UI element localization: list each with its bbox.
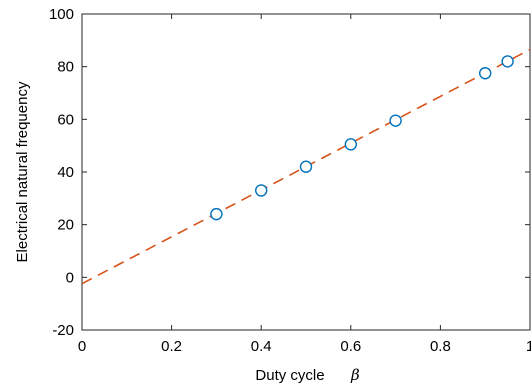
- y-axis-label: Electrical natural frequency: [14, 81, 31, 262]
- x-tick-label-0: 0: [78, 338, 86, 355]
- y-tick-label-4: 60: [57, 111, 74, 128]
- y-tick-label-1: 0: [66, 269, 74, 286]
- data-point-0: [210, 207, 223, 221]
- data-point-5: [479, 67, 492, 80]
- data-points-layer: [210, 55, 514, 221]
- y-tick-label-5: 80: [57, 59, 74, 76]
- data-point-6: [501, 55, 514, 68]
- x-axis-label-symbol: β: [350, 366, 360, 384]
- y-tick-label-2: 20: [57, 217, 74, 234]
- x-tick-label-2: 0.4: [251, 338, 272, 355]
- data-point-3: [344, 138, 357, 151]
- x-tick-label-5: 1: [526, 338, 531, 355]
- y-tick-label-3: 40: [57, 164, 74, 181]
- x-tick-label-3: 0.6: [340, 338, 361, 355]
- y-tick-label-0: -20: [52, 322, 74, 339]
- x-tick-label-1: 0.2: [161, 338, 182, 355]
- x-axis-label: Duty cycle: [255, 367, 324, 384]
- y-tick-label-6: 100: [49, 6, 74, 23]
- data-point-1: [255, 184, 268, 197]
- x-axis-label-text: Duty cycle: [255, 367, 324, 384]
- x-tick-label-4: 0.8: [430, 338, 451, 355]
- data-point-4: [389, 114, 402, 127]
- data-point-2: [299, 160, 313, 173]
